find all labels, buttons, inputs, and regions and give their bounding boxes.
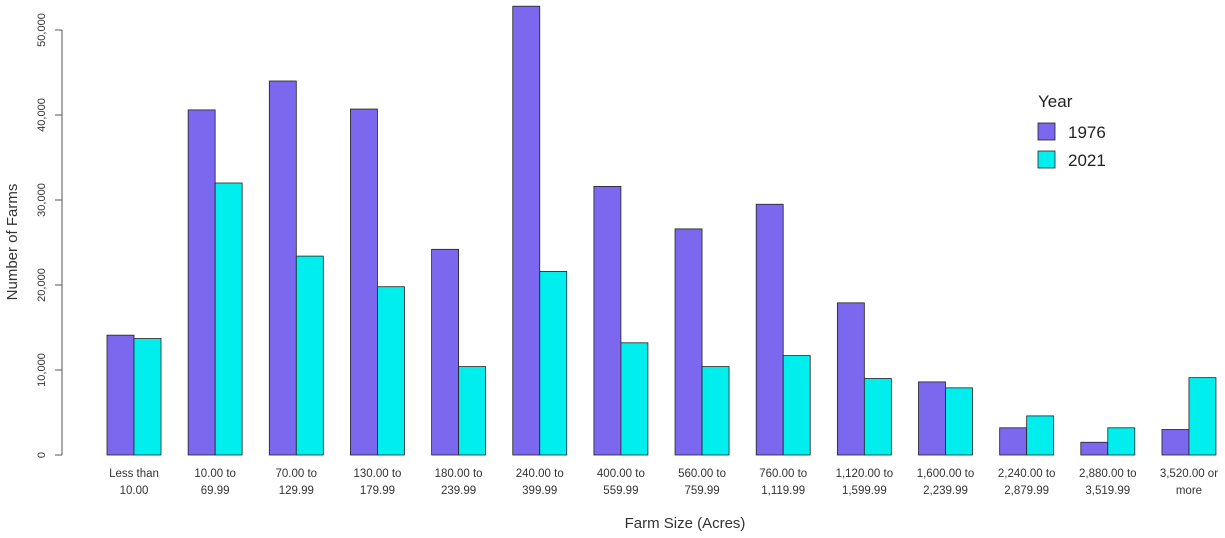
y-tick-label: 10,000 bbox=[36, 353, 48, 387]
y-axis-title: Number of Farms bbox=[4, 184, 21, 301]
x-tick-label: 1,120.00 to 1,599.99 bbox=[836, 468, 894, 497]
bar-1976 bbox=[999, 427, 1028, 456]
bar-1976 bbox=[836, 302, 865, 456]
bar-1976 bbox=[512, 5, 541, 456]
bar-1976 bbox=[350, 108, 378, 456]
bar-2021 bbox=[295, 255, 324, 456]
bar-2021 bbox=[782, 355, 811, 456]
x-tick-label: 1,600.00 to 2,239.99 bbox=[917, 468, 975, 497]
x-axis-tick-labels: Less than 10.00 10.00 to 69.99 70.00 to 129.9… bbox=[109, 468, 1218, 497]
bar-1976 bbox=[918, 381, 946, 456]
bar-1976 bbox=[1080, 441, 1109, 456]
legend-swatch-1976 bbox=[1037, 122, 1056, 141]
bar-2021 bbox=[1188, 377, 1217, 456]
bar-1976 bbox=[431, 248, 460, 456]
y-tick-label: 30,000 bbox=[36, 183, 48, 217]
legend-swatch-2021 bbox=[1037, 150, 1056, 169]
x-axis-title: Farm Size (Acres) bbox=[625, 515, 746, 532]
bars bbox=[106, 5, 1217, 456]
legend: Year 1976 2021 bbox=[1037, 92, 1106, 170]
x-tick-label: 560.00 to 759.99 bbox=[678, 468, 726, 497]
bar-2021 bbox=[133, 338, 162, 456]
x-tick-label: 760.00 to 1,119.99 bbox=[759, 468, 807, 497]
bar-1976 bbox=[674, 228, 703, 456]
y-tick-label: 50,000 bbox=[36, 13, 48, 47]
bar-2021 bbox=[214, 182, 243, 456]
bar-1976 bbox=[106, 334, 135, 456]
bar-1976 bbox=[187, 109, 216, 456]
x-tick-label: 130.00 to 179.99 bbox=[353, 468, 401, 497]
y-tick-label: 0 bbox=[36, 452, 48, 458]
bar-1976 bbox=[593, 185, 622, 456]
bar-1976 bbox=[755, 203, 784, 456]
bar-2021 bbox=[377, 286, 405, 456]
y-tick-label: 20,000 bbox=[36, 268, 48, 302]
legend-label-1976: 1976 bbox=[1068, 123, 1106, 142]
legend-title: Year bbox=[1038, 92, 1073, 111]
x-tick-label: 2,240.00 to 2,879.99 bbox=[998, 468, 1056, 497]
x-tick-label: 400.00 to 559.99 bbox=[597, 468, 645, 497]
bar-2021 bbox=[620, 342, 649, 456]
bar-2021 bbox=[539, 270, 568, 456]
x-tick-label: 240.00 to 399.99 bbox=[516, 468, 564, 497]
y-axis: 0 10,000 20,000 30,000 40,000 50,000 bbox=[36, 13, 63, 458]
x-tick-label: Less than 10.00 bbox=[109, 468, 159, 497]
x-tick-label: 70.00 to 129.99 bbox=[276, 468, 318, 497]
x-tick-label: 180.00 to 239.99 bbox=[435, 468, 483, 497]
x-tick-label: 10.00 to 69.99 bbox=[194, 468, 236, 497]
bar-1976 bbox=[1161, 429, 1190, 456]
bar-2021 bbox=[701, 366, 730, 456]
y-tick-label: 40,000 bbox=[36, 98, 48, 132]
x-tick-label: 2,880.00 to 3,519.99 bbox=[1079, 468, 1137, 497]
bar-2021 bbox=[1107, 427, 1136, 456]
bar-1976 bbox=[268, 80, 297, 456]
bar-2021 bbox=[1026, 415, 1055, 456]
x-tick-label: 3,520.00 or more bbox=[1160, 468, 1218, 497]
legend-label-2021: 2021 bbox=[1068, 151, 1106, 170]
bar-2021 bbox=[458, 366, 487, 456]
bar-2021 bbox=[945, 387, 973, 456]
bar-2021 bbox=[863, 378, 892, 456]
